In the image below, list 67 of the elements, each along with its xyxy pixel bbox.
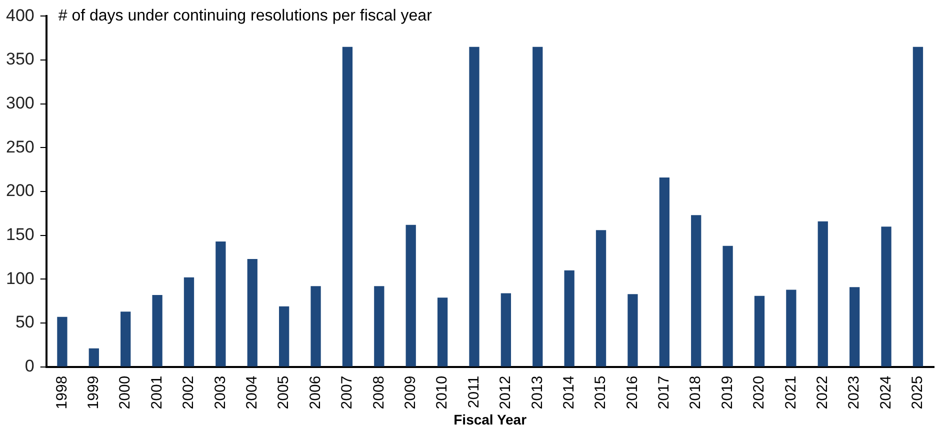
bar — [469, 46, 480, 366]
y-tick-label: 400 — [6, 6, 34, 25]
x-tick-label: 2021 — [782, 376, 800, 410]
x-tick-label: 2004 — [244, 376, 261, 410]
x-tick-label: 2008 — [370, 376, 388, 410]
bar — [628, 294, 638, 366]
bar — [850, 287, 860, 366]
x-tick-label: 2015 — [592, 376, 610, 410]
bar — [310, 286, 321, 366]
x-tick-label: 2002 — [180, 376, 198, 410]
bar — [881, 226, 892, 366]
y-tick-label: 350 — [6, 50, 34, 69]
y-tick-label: 150 — [6, 225, 34, 244]
bar — [374, 286, 384, 366]
x-tick-label: 2000 — [116, 376, 134, 410]
y-tick-label: 300 — [6, 94, 34, 113]
x-tick-label: 2005 — [275, 376, 292, 410]
bar — [184, 277, 194, 366]
bar — [818, 221, 828, 366]
x-tick-label: 2025 — [909, 376, 926, 410]
bar — [912, 46, 924, 366]
x-tick-label: 2020 — [750, 376, 768, 410]
bar — [437, 298, 448, 366]
y-axis-title: # of days under continuing resolutions per fiscal year — [58, 8, 433, 25]
bar — [691, 215, 702, 366]
bar — [722, 246, 733, 366]
x-tick-label: 2017 — [656, 376, 673, 410]
y-tick-label: 200 — [6, 181, 34, 200]
x-tick-label: 2009 — [402, 376, 419, 410]
x-axis-title: Fiscal Year — [454, 411, 528, 428]
bar — [279, 306, 290, 366]
x-tick-label: 2010 — [434, 376, 451, 410]
x-tick-label: 2011 — [465, 376, 482, 408]
x-tick-label: 2013 — [528, 376, 546, 410]
x-tick-label: 1998 — [53, 376, 70, 410]
x-tick-label: 2014 — [560, 376, 578, 410]
bar — [406, 224, 416, 366]
x-tick-label: 2007 — [338, 376, 356, 410]
bar — [120, 312, 131, 366]
y-tick-label: 50 — [15, 312, 34, 332]
bar — [564, 270, 574, 366]
x-tick-label: 2019 — [718, 376, 736, 410]
x-tick-label: 2024 — [877, 376, 894, 410]
x-tick-label: 2006 — [306, 376, 324, 410]
bar — [152, 294, 162, 366]
bar — [532, 46, 543, 366]
bar — [500, 293, 512, 366]
bar — [216, 241, 226, 366]
x-tick-label: 1999 — [85, 376, 102, 410]
bar — [57, 316, 68, 366]
bar — [342, 46, 353, 366]
bar — [659, 177, 670, 366]
x-tick-label: 2003 — [212, 376, 229, 410]
x-tick-label: 2018 — [687, 376, 704, 410]
x-tick-label: 2023 — [846, 376, 863, 410]
bar — [754, 296, 765, 366]
bar — [88, 348, 99, 366]
x-tick-label: 2012 — [497, 376, 514, 410]
x-tick-label: 2001 — [148, 376, 166, 410]
bar — [596, 230, 606, 366]
bar — [247, 259, 258, 366]
y-tick-label: 100 — [6, 268, 34, 288]
y-tick-label: 250 — [6, 137, 34, 156]
x-tick-label: 2022 — [814, 376, 832, 410]
y-tick-label: 0 — [24, 356, 34, 376]
bar — [786, 290, 796, 366]
x-tick-label: 2016 — [624, 376, 641, 410]
